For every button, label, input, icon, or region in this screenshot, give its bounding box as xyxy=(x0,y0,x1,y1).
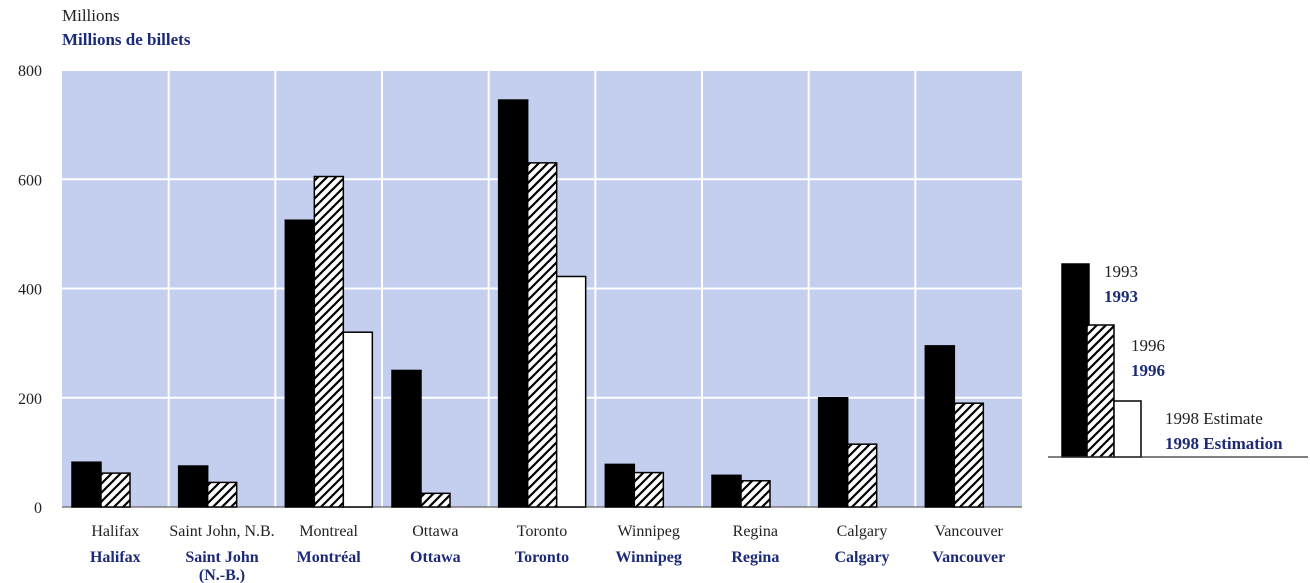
y-tick-label: 200 xyxy=(18,391,42,408)
x-tick-label-fr: Montréal xyxy=(297,549,362,566)
y-tick-label: 600 xyxy=(18,172,42,189)
bar-1993 xyxy=(497,99,529,508)
y-unit-label: Millions xyxy=(62,6,120,25)
bar-1996 xyxy=(633,471,665,508)
x-tick-label: Halifax xyxy=(91,523,139,540)
y-tick-label: 0 xyxy=(34,500,42,517)
bar-1996 xyxy=(206,481,238,508)
y-tick-label: 400 xyxy=(18,282,42,299)
bar-1993 xyxy=(391,369,422,508)
x-tick-label-fr: Ottawa xyxy=(410,549,461,566)
y-tick-label: 800 xyxy=(18,63,42,80)
x-tick-label-fr: Winnipeg xyxy=(615,549,681,566)
bar-1996 xyxy=(100,472,131,508)
x-tick-label: Regina xyxy=(733,523,778,540)
bar-1993 xyxy=(177,465,209,508)
legend: 1993 1993 1996 1996 1998 Estimate 1998 Estima… xyxy=(1048,262,1308,458)
bar-1996 xyxy=(420,492,451,508)
x-tick-label: Calgary xyxy=(837,523,888,540)
bar-1998-estimate xyxy=(342,331,374,508)
bar-1993 xyxy=(71,461,102,508)
x-tick-label-fr: Regina xyxy=(731,549,779,566)
legend-label-fr: 1996 xyxy=(1131,361,1165,380)
legend-label-fr: 1993 xyxy=(1104,287,1138,306)
x-tick-label-fr: Halifax xyxy=(90,549,141,566)
bar-1993 xyxy=(711,474,742,508)
legend-label: 1998 Estimate xyxy=(1165,409,1263,428)
x-tick-label: Vancouver xyxy=(934,523,1003,540)
bar-1996 xyxy=(846,443,878,508)
bar-1993 xyxy=(284,219,316,508)
legend-label: 1993 xyxy=(1104,262,1138,281)
legend-label: 1996 xyxy=(1131,336,1165,355)
x-tick-label: Saint John, N.B. xyxy=(169,523,274,540)
x-tick-label-fr: Vancouver xyxy=(932,549,1005,566)
x-tick-label-fr: Saint John (N.-B.) xyxy=(185,549,258,583)
bar-1996 xyxy=(313,175,345,508)
bar-1993 xyxy=(924,345,956,508)
x-tick-label: Ottawa xyxy=(412,523,458,540)
legend-swatch-1998-estimate xyxy=(1113,400,1142,458)
x-tick-label: Winnipeg xyxy=(617,523,679,540)
x-tick-label: Toronto xyxy=(517,523,567,540)
legend-swatch-1996 xyxy=(1086,324,1115,458)
bar-1993 xyxy=(817,397,849,508)
bar-1993 xyxy=(604,463,636,508)
x-tick-label-fr: Calgary xyxy=(834,549,889,566)
legend-label-fr: 1998 Estimation xyxy=(1165,434,1283,453)
y-unit-label-fr: Millions de billets xyxy=(62,30,191,49)
bar-1996 xyxy=(740,480,771,508)
bar-1996 xyxy=(526,162,558,508)
legend-swatch-1993 xyxy=(1061,263,1090,458)
bar-1998-estimate xyxy=(555,275,587,508)
x-tick-label-fr: Toronto xyxy=(515,549,569,566)
x-tick-label: Montreal xyxy=(299,523,358,540)
bar-1996 xyxy=(953,402,985,508)
